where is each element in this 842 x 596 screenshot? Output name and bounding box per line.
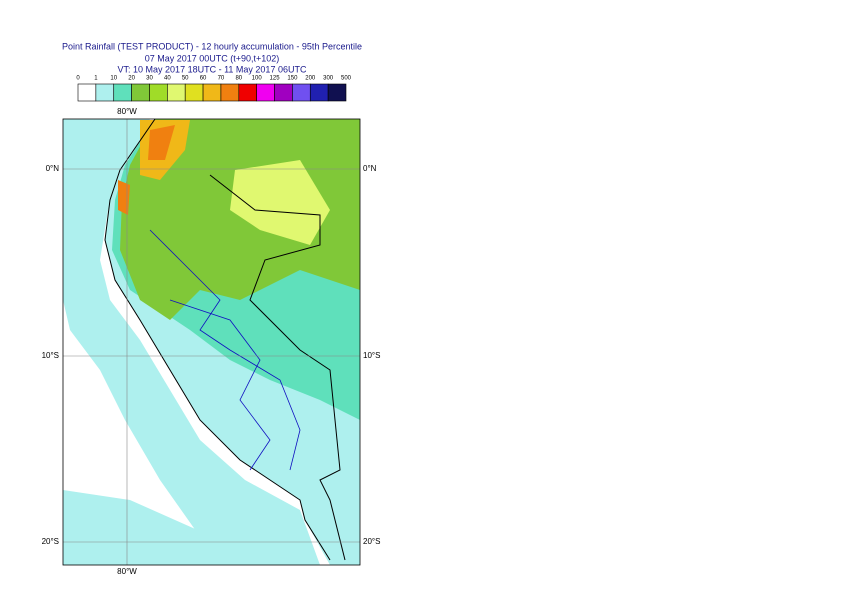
colorbar-box bbox=[220, 83, 240, 102]
title-line: VT: 10 May 2017 18UTC - 11 May 2017 06UT… bbox=[118, 64, 307, 74]
colorbar-box bbox=[327, 83, 347, 102]
colorbar-label: 500 bbox=[341, 76, 352, 82]
colorbar-label: 70 bbox=[218, 76, 225, 82]
colorbar-label: 40 bbox=[164, 76, 171, 82]
colorbar-box bbox=[95, 83, 115, 102]
colorbar-label: 300 bbox=[323, 76, 334, 82]
colorbar-label: 20 bbox=[128, 76, 135, 82]
map: 80°W 80°W 0°N 10°S 20°S 0°N 10°S 20°S bbox=[42, 107, 381, 576]
colorbar-box bbox=[184, 83, 204, 102]
lat-label: 0°N bbox=[363, 164, 377, 173]
lat-label: 20°S bbox=[42, 537, 59, 546]
lat-label: 0°N bbox=[46, 164, 60, 173]
colorbar-label: 200 bbox=[305, 76, 316, 82]
colorbar-box bbox=[238, 83, 257, 102]
colorbar-box bbox=[167, 83, 186, 102]
colorbar-box bbox=[274, 83, 293, 102]
lon-label: 80°W bbox=[117, 107, 137, 116]
colorbar-box bbox=[113, 83, 132, 102]
colorbar-box bbox=[149, 83, 168, 102]
colorbar-box bbox=[309, 83, 329, 102]
colorbar-label: 1 bbox=[94, 76, 98, 82]
colorbar-label: 10 bbox=[110, 76, 117, 82]
colorbar-label: 80 bbox=[235, 76, 242, 82]
lat-label: 10°S bbox=[42, 351, 59, 360]
colorbar-box bbox=[256, 83, 275, 102]
colorbar-label: 125 bbox=[270, 76, 281, 82]
title-line: 07 May 2017 00UTC (t+90,t+102) bbox=[145, 53, 280, 63]
colorbar: 0 1 10 20 30 40 50 60 70 80 100 125 150 200 300 500 bbox=[76, 76, 352, 102]
colorbar-label: 150 bbox=[287, 76, 298, 82]
colorbar-label: 60 bbox=[200, 76, 207, 82]
colorbar-box bbox=[77, 83, 97, 102]
lat-label: 10°S bbox=[363, 351, 380, 360]
colorbar-label: 30 bbox=[146, 76, 153, 82]
lat-label: 20°S bbox=[363, 537, 380, 546]
colorbar-box bbox=[202, 83, 222, 102]
colorbar-label: 50 bbox=[182, 76, 189, 82]
colorbar-box bbox=[131, 83, 150, 102]
title-line: Point Rainfall (TEST PRODUCT) - 12 hourl… bbox=[62, 41, 362, 51]
colorbar-label: 0 bbox=[76, 76, 80, 82]
colorbar-box bbox=[292, 83, 311, 102]
colorbar-label: 100 bbox=[252, 76, 263, 82]
lon-label: 80°W bbox=[117, 567, 137, 576]
